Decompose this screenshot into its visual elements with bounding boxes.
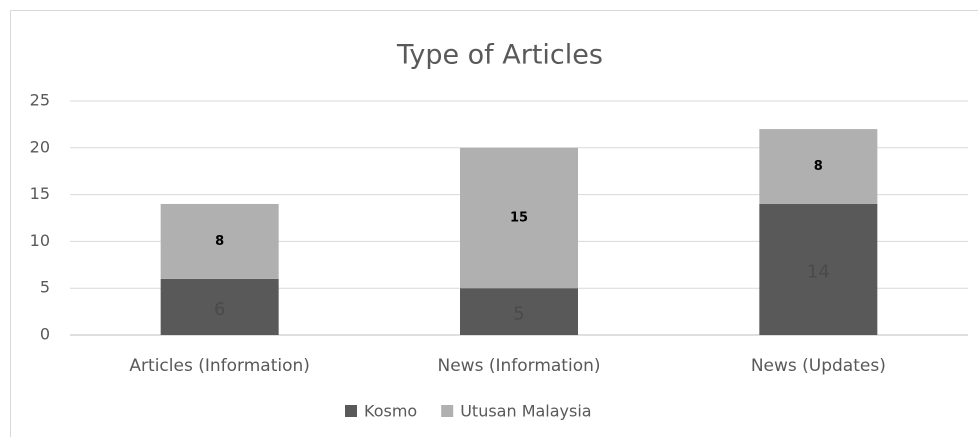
legend-swatch	[345, 405, 357, 417]
data-label: 8	[215, 234, 224, 249]
legend-label: Utusan Malaysia	[460, 402, 591, 421]
x-tick-label: Articles (Information)	[129, 356, 309, 376]
data-label: 5	[513, 304, 524, 325]
data-label: 6	[214, 299, 225, 320]
x-tick-label: News (Updates)	[751, 356, 886, 376]
y-tick-label: 15	[30, 184, 50, 203]
chart-frame	[10, 10, 978, 437]
y-tick-label: 20	[30, 137, 50, 156]
bar-segment	[759, 203, 878, 335]
y-tick-label: 25	[30, 91, 50, 110]
data-label: 14	[807, 261, 830, 282]
bar-segment	[160, 278, 279, 335]
y-tick-label: 10	[30, 231, 50, 250]
bar-segment	[460, 288, 578, 335]
bar-segment	[759, 129, 878, 204]
x-tick-label: News (Information)	[437, 356, 600, 376]
chart-title: Type of Articles	[396, 40, 603, 71]
bar-segment	[460, 147, 578, 289]
legend-label: Kosmo	[364, 402, 417, 421]
data-label: 8	[814, 159, 823, 174]
bar-segment	[160, 203, 279, 279]
y-tick-label: 0	[40, 325, 50, 344]
data-label: 15	[510, 211, 528, 226]
legend-swatch	[441, 405, 454, 417]
y-tick-label: 5	[40, 278, 50, 297]
